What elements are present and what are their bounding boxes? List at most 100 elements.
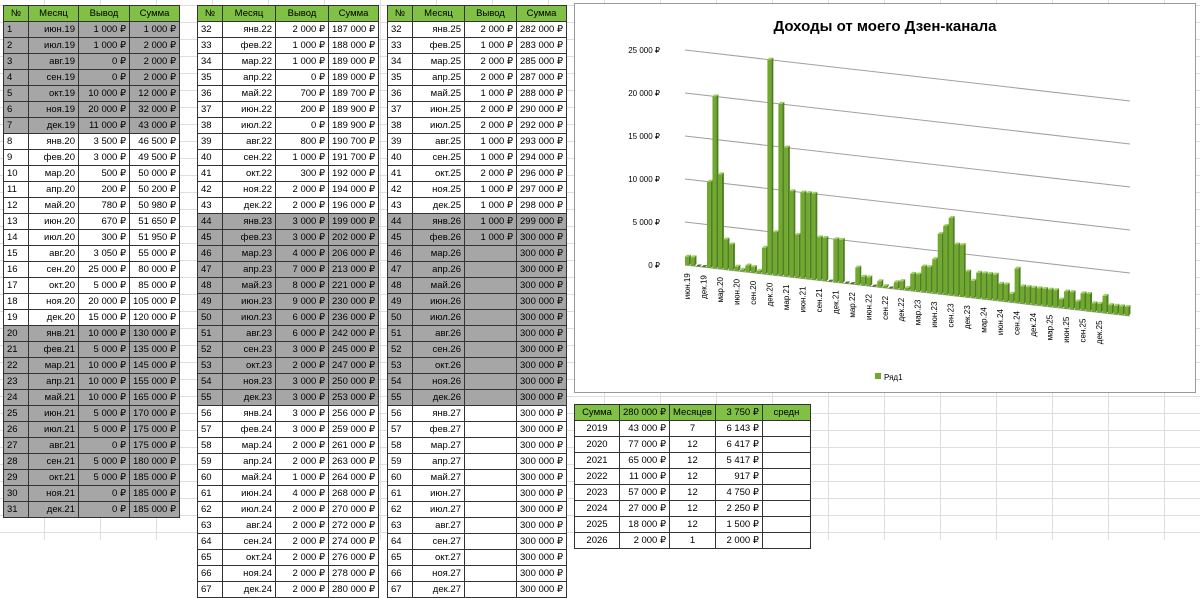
num-cell[interactable]: 38: [387, 117, 413, 134]
empty-cell[interactable]: [761, 436, 811, 453]
total-cell[interactable]: 287 000 ₽: [515, 69, 568, 86]
payout-cell[interactable]: 20 000 ₽: [78, 101, 130, 118]
month-cell[interactable]: фев.26: [412, 229, 465, 246]
num-cell[interactable]: 60: [387, 469, 413, 486]
month-cell[interactable]: апр.24: [222, 453, 276, 470]
month-cell[interactable]: мар.20: [28, 165, 79, 182]
empty-cell[interactable]: [761, 484, 811, 501]
total-cell[interactable]: 300 000 ₽: [515, 229, 568, 246]
payout-cell[interactable]: 800 ₽: [275, 133, 329, 150]
total-cell[interactable]: 2 000 ₽: [128, 37, 181, 54]
month-cell[interactable]: ноя.20: [28, 293, 79, 310]
year-cell[interactable]: 2021: [574, 452, 620, 469]
amount-cell[interactable]: 18 000 ₽: [618, 516, 671, 533]
income-chart[interactable]: Доходы от моего Дзен-канала 0 ₽ 5 000 ₽ 10 …: [574, 3, 1196, 393]
total-cell[interactable]: 194 000 ₽: [327, 181, 380, 198]
total-cell[interactable]: 199 000 ₽: [327, 213, 380, 230]
num-cell[interactable]: 61: [387, 485, 413, 502]
total-cell[interactable]: 300 000 ₽: [515, 469, 568, 486]
num-cell[interactable]: 65: [197, 549, 223, 566]
payout-cell[interactable]: 2 000 ₽: [275, 197, 329, 214]
payout-cell[interactable]: 1 000 ₽: [464, 181, 517, 198]
total-cell[interactable]: 300 000 ₽: [515, 261, 568, 278]
month-cell[interactable]: июл.20: [28, 229, 79, 246]
month-cell[interactable]: апр.22: [222, 69, 276, 86]
payout-cell[interactable]: 300 ₽: [275, 165, 329, 182]
month-cell[interactable]: сен.27: [412, 533, 465, 550]
num-cell[interactable]: 14: [3, 229, 29, 246]
payout-cell[interactable]: [464, 389, 517, 406]
total-cell[interactable]: 185 000 ₽: [128, 469, 181, 486]
months-label-cell[interactable]: Месяцев: [669, 404, 716, 421]
month-cell[interactable]: апр.21: [28, 373, 79, 390]
payout-cell[interactable]: 1 000 ₽: [464, 37, 517, 54]
payout-cell[interactable]: 2 000 ₽: [464, 117, 517, 134]
num-cell[interactable]: 66: [197, 565, 223, 582]
year-cell[interactable]: 2023: [574, 484, 620, 501]
total-cell[interactable]: 274 000 ₽: [327, 533, 380, 550]
payout-cell[interactable]: 2 000 ₽: [464, 53, 517, 70]
total-cell[interactable]: 51 650 ₽: [128, 213, 181, 230]
month-cell[interactable]: янв.25: [412, 21, 465, 38]
payout-cell[interactable]: 2 000 ₽: [275, 517, 329, 534]
total-cell[interactable]: 185 000 ₽: [128, 501, 181, 518]
num-cell[interactable]: 47: [197, 261, 223, 278]
num-cell[interactable]: 64: [387, 533, 413, 550]
month-cell[interactable]: дек.25: [412, 197, 465, 214]
num-cell[interactable]: 12: [3, 197, 29, 214]
year-cell[interactable]: 2022: [574, 468, 620, 485]
total-cell[interactable]: 175 000 ₽: [128, 421, 181, 438]
month-cell[interactable]: янв.26: [412, 213, 465, 230]
payout-cell[interactable]: 0 ₽: [275, 117, 329, 134]
total-cell[interactable]: 50 980 ₽: [128, 197, 181, 214]
payout-cell[interactable]: [464, 405, 517, 422]
payout-cell[interactable]: [464, 421, 517, 438]
payout-cell[interactable]: [464, 565, 517, 582]
payout-cell[interactable]: 0 ₽: [78, 501, 130, 518]
total-cell[interactable]: 300 000 ₽: [515, 453, 568, 470]
payout-cell[interactable]: 2 000 ₽: [275, 357, 329, 374]
month-cell[interactable]: май.20: [28, 197, 79, 214]
payout-cell[interactable]: 4 000 ₽: [275, 485, 329, 502]
payout-cell[interactable]: 1 000 ₽: [275, 149, 329, 166]
num-cell[interactable]: 43: [197, 197, 223, 214]
header-total-cell[interactable]: Сумма: [128, 5, 181, 22]
header-month-cell[interactable]: Месяц: [222, 5, 276, 22]
num-cell[interactable]: 65: [387, 549, 413, 566]
header-payout-cell[interactable]: Вывод: [275, 5, 329, 22]
num-cell[interactable]: 53: [387, 357, 413, 374]
month-cell[interactable]: июн.24: [222, 485, 276, 502]
month-cell[interactable]: дек.27: [412, 581, 465, 598]
month-cell[interactable]: июл.24: [222, 501, 276, 518]
payout-cell[interactable]: 2 000 ₽: [275, 581, 329, 598]
month-cell[interactable]: авг.23: [222, 325, 276, 342]
total-cell[interactable]: 245 000 ₽: [327, 341, 380, 358]
payout-cell[interactable]: 0 ₽: [78, 69, 130, 86]
num-cell[interactable]: 30: [3, 485, 29, 502]
num-cell[interactable]: 40: [197, 149, 223, 166]
payout-cell[interactable]: 1 000 ₽: [275, 53, 329, 70]
payout-cell[interactable]: 2 000 ₽: [275, 501, 329, 518]
payout-cell[interactable]: 2 000 ₽: [275, 453, 329, 470]
num-cell[interactable]: 64: [197, 533, 223, 550]
payout-cell[interactable]: 1 000 ₽: [464, 213, 517, 230]
total-cell[interactable]: 191 700 ₽: [327, 149, 380, 166]
month-cell[interactable]: дек.24: [222, 581, 276, 598]
total-cell[interactable]: 55 000 ₽: [128, 245, 181, 262]
total-cell[interactable]: 190 700 ₽: [327, 133, 380, 150]
payout-cell[interactable]: 1 000 ₽: [78, 21, 130, 38]
month-cell[interactable]: янв.23: [222, 213, 276, 230]
header-payout-cell[interactable]: Вывод: [464, 5, 517, 22]
month-cell[interactable]: янв.27: [412, 405, 465, 422]
total-cell[interactable]: 299 000 ₽: [515, 213, 568, 230]
month-cell[interactable]: окт.26: [412, 357, 465, 374]
num-cell[interactable]: 58: [197, 437, 223, 454]
month-cell[interactable]: янв.24: [222, 405, 276, 422]
total-cell[interactable]: 189 000 ₽: [327, 53, 380, 70]
month-cell[interactable]: июн.20: [28, 213, 79, 230]
month-cell[interactable]: авг.21: [28, 437, 79, 454]
num-cell[interactable]: 39: [387, 133, 413, 150]
months-cell[interactable]: 1: [669, 532, 716, 549]
total-cell[interactable]: 250 000 ₽: [327, 373, 380, 390]
payout-cell[interactable]: [464, 325, 517, 342]
